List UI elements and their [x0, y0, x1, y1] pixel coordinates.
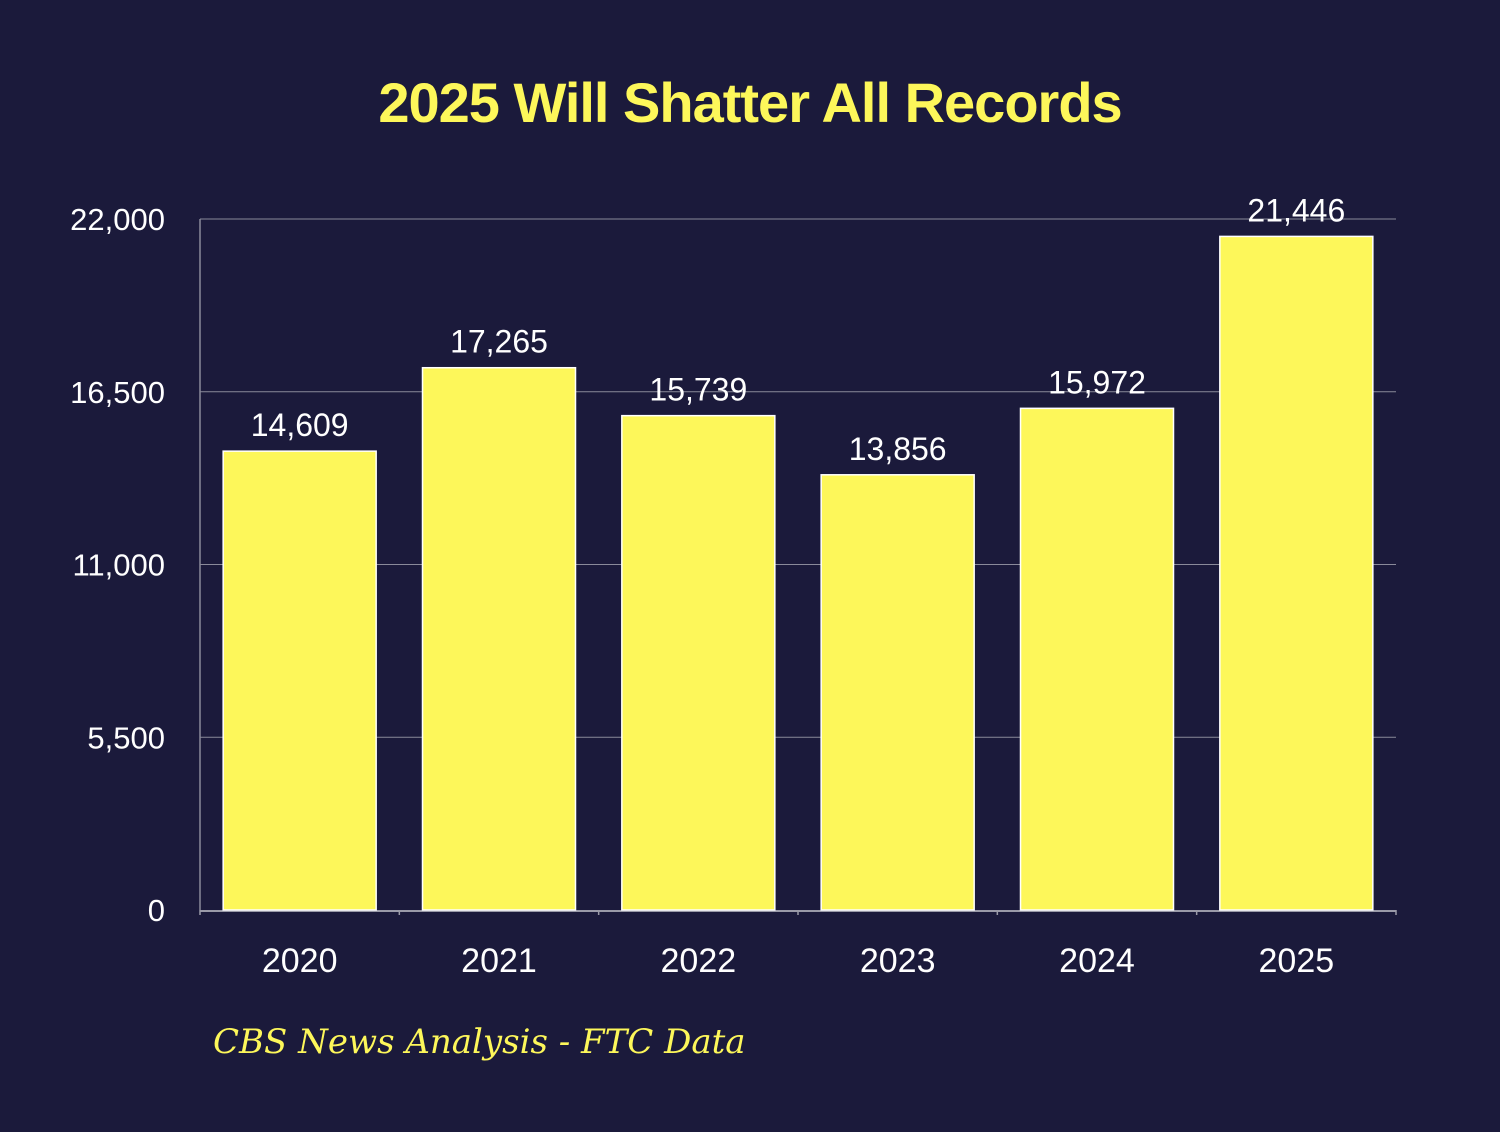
- data-label: 14,609: [251, 407, 349, 443]
- bar-2024: [1019, 407, 1175, 911]
- y-tick-label: 0: [148, 893, 165, 928]
- y-tick-label: 5,500: [87, 720, 165, 755]
- data-label: 17,265: [450, 324, 548, 360]
- y-tick-label: 22,000: [70, 202, 165, 237]
- data-label: 15,972: [1048, 364, 1146, 400]
- bar-2022: [621, 414, 776, 911]
- x-tick-label: 2025: [1259, 942, 1335, 980]
- y-tick-label: 11,000: [72, 548, 165, 583]
- x-tick-label: 2024: [1059, 942, 1135, 980]
- bar-2025: [1219, 235, 1374, 911]
- x-tick-label: 2020: [262, 942, 338, 980]
- y-tick-label: 16,500: [70, 375, 165, 410]
- x-tick-label: 2023: [860, 942, 936, 980]
- bar-2021: [421, 366, 577, 911]
- x-tick-label: 2022: [661, 942, 737, 980]
- data-label: 15,739: [649, 372, 747, 408]
- bar-2023: [820, 474, 975, 911]
- data-label: 13,856: [849, 431, 947, 467]
- chart-title: 2025 Will Shatter All Records: [378, 71, 1122, 134]
- bar-2020: [222, 450, 377, 911]
- x-tick-label: 2021: [461, 942, 537, 980]
- data-label: 21,446: [1247, 192, 1345, 228]
- source-note: CBS News Analysis - FTC Data: [213, 1022, 746, 1062]
